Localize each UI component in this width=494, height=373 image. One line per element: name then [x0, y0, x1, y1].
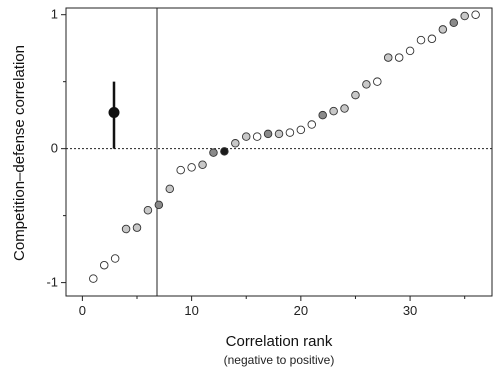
data-point	[296, 125, 306, 135]
data-point	[220, 147, 229, 156]
y-axis-title: Competition–defense correlation	[11, 45, 28, 261]
data-point	[154, 200, 164, 210]
x-tick-label: 20	[294, 303, 308, 318]
data-point	[252, 132, 262, 141]
data-point	[405, 46, 415, 56]
data-point	[427, 34, 437, 44]
summary-mean-point	[108, 106, 120, 118]
data-point	[351, 90, 360, 100]
plot-frame	[65, 7, 493, 297]
x-axis-title: Correlation rank	[226, 333, 333, 350]
data-point	[187, 163, 196, 172]
x-axis-subtitle: (negative to positive)	[224, 353, 335, 367]
x-tick-label: 30	[403, 303, 417, 318]
data-point	[460, 11, 469, 21]
data-point	[241, 132, 251, 141]
data-point	[373, 77, 382, 86]
data-point	[285, 128, 295, 137]
data-point	[110, 254, 120, 263]
data-point	[143, 206, 153, 215]
data-point	[231, 139, 240, 148]
data-point	[263, 129, 273, 139]
y-tick-label: -1	[46, 275, 58, 290]
data-point	[416, 35, 426, 45]
data-point	[307, 120, 317, 129]
data-point	[209, 148, 218, 157]
data-point	[449, 18, 459, 27]
data-point	[471, 10, 480, 19]
data-point	[89, 274, 98, 283]
data-point	[329, 106, 338, 116]
data-point	[121, 224, 131, 234]
data-point	[394, 53, 404, 62]
data-point	[318, 110, 327, 120]
data-point	[274, 129, 284, 139]
data-point	[176, 165, 185, 175]
data-point	[383, 53, 393, 62]
data-point	[362, 80, 371, 89]
x-tick-label: 0	[79, 303, 86, 318]
data-point	[198, 160, 207, 169]
data-point	[99, 260, 109, 270]
data-point	[132, 223, 142, 232]
data-point	[340, 104, 349, 113]
y-tick-label: 1	[51, 7, 58, 22]
data-point	[438, 25, 448, 34]
data-point	[165, 184, 175, 194]
y-tick-label: 0	[51, 141, 58, 156]
x-tick-label: 10	[184, 303, 198, 318]
